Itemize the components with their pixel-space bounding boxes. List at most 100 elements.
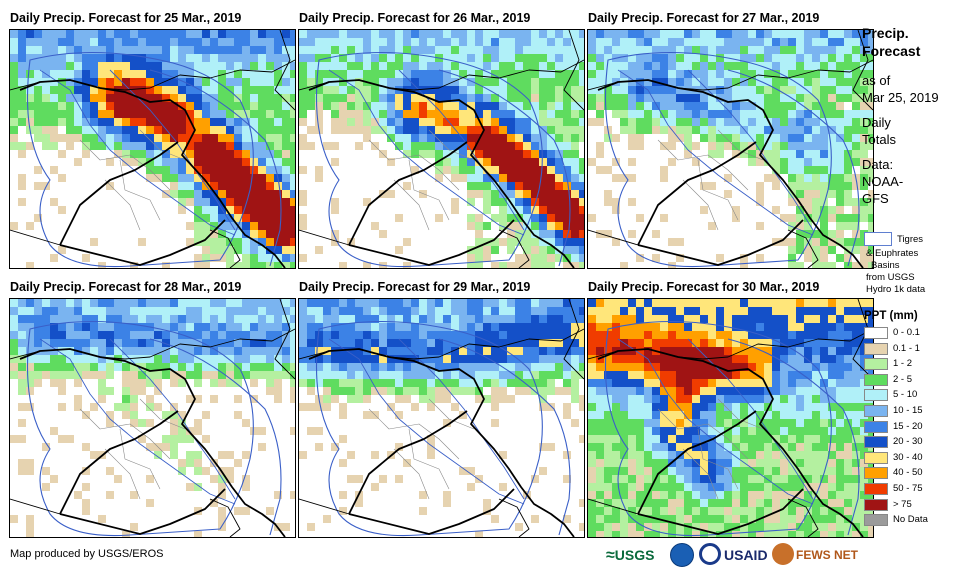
- precip-cell: [868, 214, 873, 222]
- precip-cell: [258, 331, 266, 339]
- precip-cell: [828, 467, 836, 475]
- precip-cell: [114, 110, 122, 118]
- precip-cell: [644, 531, 652, 537]
- precip-cell: [379, 315, 387, 323]
- precip-cell: [403, 54, 411, 62]
- precip-cell: [523, 126, 531, 134]
- precip-cell: [836, 126, 844, 134]
- basin-outline: [438, 338, 571, 536]
- precip-cell: [427, 46, 435, 54]
- panel-title-29: Daily Precip. Forecast for 29 Mar., 2019: [299, 280, 531, 294]
- precip-cell: [266, 70, 274, 78]
- precip-cell: [170, 190, 178, 198]
- precip-cell: [724, 102, 732, 110]
- precip-cell: [226, 467, 234, 475]
- precip-cell: [740, 323, 748, 331]
- precip-cell: [467, 142, 475, 150]
- precip-cell: [660, 315, 668, 323]
- precip-cell: [459, 142, 467, 150]
- precip-cell: [523, 331, 531, 339]
- precip-cell: [282, 363, 290, 371]
- precip-cell: [42, 94, 50, 102]
- precip-cell: [34, 94, 42, 102]
- precip-cell: [339, 38, 347, 46]
- precip-cell: [700, 475, 708, 483]
- precip-cell: [684, 499, 692, 507]
- precip-cell: [531, 339, 539, 347]
- precip-cell: [371, 331, 379, 339]
- precip-cell: [242, 54, 250, 62]
- precip-cell: [467, 102, 475, 110]
- precip-cell: [234, 54, 242, 62]
- precip-cell: [828, 86, 836, 94]
- precip-cell: [315, 371, 323, 379]
- precip-cell: [242, 158, 250, 166]
- precip-cell: [459, 331, 467, 339]
- precip-cell: [387, 134, 395, 142]
- precip-cell: [507, 150, 515, 158]
- precip-cell: [828, 483, 836, 491]
- precip-cell: [604, 315, 612, 323]
- precip-cell: [788, 190, 796, 198]
- precip-cell: [411, 30, 419, 38]
- precip-cell: [868, 102, 873, 110]
- precip-cell: [788, 214, 796, 222]
- precip-cell: [114, 363, 122, 371]
- precip-cell: [804, 150, 812, 158]
- precip-cell: [202, 307, 210, 315]
- precip-cell: [10, 62, 18, 70]
- precip-cell: [724, 347, 732, 355]
- precip-cell: [266, 86, 274, 94]
- precip-cell: [676, 238, 684, 246]
- precip-cell: [467, 214, 475, 222]
- precip-cell: [772, 323, 780, 331]
- precip-cell: [419, 379, 427, 387]
- precip-cell: [451, 134, 459, 142]
- precip-cell: [331, 331, 339, 339]
- precip-cell: [427, 54, 435, 62]
- precip-cell: [467, 70, 475, 78]
- precip-cell: [274, 94, 282, 102]
- precip-cell: [307, 94, 315, 102]
- precip-cell: [491, 323, 499, 331]
- precip-cell: [50, 86, 58, 94]
- precip-cell: [162, 371, 170, 379]
- precip-cell: [539, 262, 547, 268]
- precip-cell: [588, 78, 596, 86]
- precip-cell: [796, 339, 804, 347]
- precip-cell: [395, 110, 403, 118]
- precip-cell: [764, 307, 772, 315]
- precip-cell: [90, 94, 98, 102]
- precip-cell: [130, 331, 138, 339]
- precip-cell: [162, 347, 170, 355]
- precip-cell: [828, 102, 836, 110]
- precip-cell: [122, 126, 130, 134]
- precip-cell: [836, 206, 844, 214]
- precip-cell: [234, 78, 242, 86]
- precip-cell: [138, 339, 146, 347]
- precip-cell: [34, 182, 42, 190]
- precip-cell: [588, 331, 596, 339]
- precip-cell: [523, 182, 531, 190]
- precip-cell: [483, 166, 491, 174]
- precip-cell: [748, 507, 756, 515]
- precip-cell: [323, 38, 331, 46]
- precip-cell: [724, 78, 732, 86]
- precip-cell: [282, 523, 290, 531]
- precip-cell: [138, 38, 146, 46]
- precip-cell: [588, 387, 596, 395]
- precip-cell: [579, 126, 584, 134]
- precip-cell: [820, 523, 828, 531]
- precip-cell: [571, 118, 579, 126]
- precip-cell: [700, 54, 708, 62]
- precip-cell: [491, 198, 499, 206]
- precip-cell: [411, 102, 419, 110]
- precip-cell: [483, 339, 491, 347]
- precip-cell: [114, 30, 122, 38]
- precip-cell: [106, 371, 114, 379]
- precip-cell: [266, 339, 274, 347]
- precip-cell: [732, 126, 740, 134]
- precip-cell: [451, 70, 459, 78]
- precip-cell: [636, 427, 644, 435]
- precip-cell: [756, 110, 764, 118]
